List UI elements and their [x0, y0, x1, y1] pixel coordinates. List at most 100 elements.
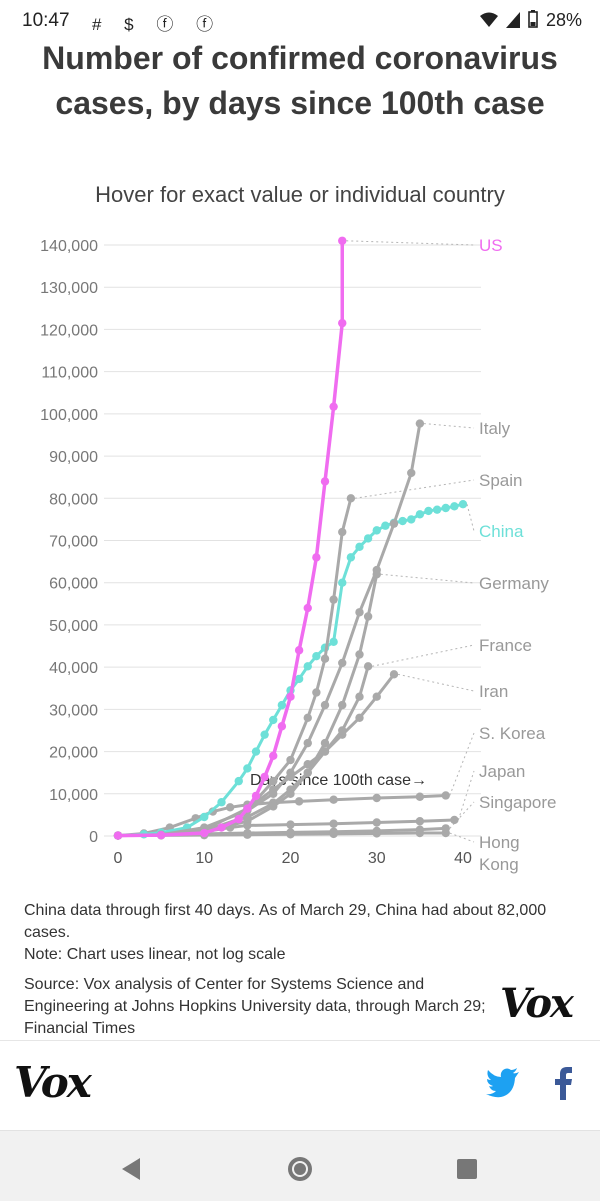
data-point	[269, 715, 278, 725]
label-leader	[466, 504, 475, 532]
scale-note: Note: Chart uses linear, not log scale	[24, 946, 286, 963]
data-point	[346, 494, 356, 503]
x-tick-label: 20	[282, 850, 300, 867]
data-point	[355, 650, 364, 659]
series-label: Germany	[479, 574, 549, 593]
battery-icon	[528, 10, 538, 28]
data-point	[303, 713, 312, 722]
label-leader	[449, 832, 475, 843]
android-nav-bar	[0, 1130, 600, 1201]
series-label: Kong	[479, 855, 519, 874]
label-leader	[372, 644, 475, 667]
data-point	[294, 646, 304, 655]
data-point	[269, 789, 278, 798]
data-point	[346, 553, 356, 562]
data-point	[363, 534, 373, 543]
series-label: Italy	[479, 419, 511, 438]
data-point	[398, 516, 407, 526]
data-point	[303, 603, 312, 613]
data-point	[312, 688, 321, 697]
data-point	[312, 651, 321, 661]
data-point	[303, 738, 312, 748]
label-leader	[346, 240, 475, 246]
x-tick-label: 40	[454, 850, 472, 867]
y-tick-label: 70,000	[49, 534, 98, 551]
y-tick-label: 30,000	[49, 702, 98, 719]
data-point	[260, 772, 269, 782]
data-point	[329, 637, 338, 647]
data-point	[329, 595, 338, 604]
x-tick-label: 10	[195, 850, 213, 867]
y-tick-label: 130,000	[40, 280, 98, 297]
data-point	[251, 747, 261, 756]
status-right: 28%	[479, 10, 582, 31]
data-point	[355, 692, 364, 701]
data-point	[372, 692, 381, 701]
y-tick-label: 140,000	[40, 238, 98, 255]
label-leader	[457, 770, 475, 821]
data-point	[372, 793, 381, 803]
data-point	[269, 751, 278, 760]
notification-icons: # $ ⓕ ⓕ	[92, 15, 223, 34]
data-point	[277, 700, 287, 710]
data-point	[450, 502, 459, 511]
chart-notes: China data through first 40 days. As of …	[24, 900, 584, 966]
data-point	[234, 776, 243, 786]
data-point	[381, 521, 390, 530]
data-point	[338, 236, 347, 245]
label-leader	[354, 479, 475, 499]
y-tick-label: 20,000	[49, 745, 98, 762]
data-point	[415, 510, 425, 519]
series-label: Hong	[479, 833, 520, 852]
label-leader	[449, 801, 475, 829]
data-point	[217, 798, 226, 807]
data-point	[338, 726, 347, 735]
data-point	[355, 542, 364, 552]
data-point	[234, 814, 243, 824]
series-label: Japan	[479, 762, 525, 781]
data-point	[329, 819, 338, 828]
data-point	[338, 658, 347, 668]
data-point	[156, 830, 166, 840]
data-point	[294, 674, 304, 684]
data-point	[303, 662, 312, 671]
data-point	[441, 503, 450, 513]
cases-line-chart[interactable]: 0 10,000 20,000 30,000 40,000 50,000 60,000 70,…	[0, 225, 600, 885]
data-point	[312, 553, 321, 562]
data-point	[329, 827, 338, 836]
data-point	[303, 768, 312, 777]
data-point	[338, 527, 347, 537]
label-leader	[380, 573, 475, 584]
data-point	[286, 692, 295, 701]
data-point	[432, 505, 442, 514]
y-tick-label: 120,000	[40, 322, 98, 339]
data-point	[329, 795, 338, 804]
home-icon[interactable]	[286, 1155, 314, 1183]
data-point	[389, 670, 399, 679]
data-point	[243, 764, 252, 773]
data-point	[225, 803, 235, 812]
data-point	[372, 565, 381, 575]
status-bar: 10:47 # $ ⓕ ⓕ 28%	[0, 0, 600, 42]
y-tick-label: 50,000	[49, 618, 98, 635]
vox-footer-logo[interactable]: Vox	[14, 1058, 92, 1107]
data-point	[243, 804, 252, 813]
label-leader	[423, 423, 475, 429]
recents-icon[interactable]	[456, 1158, 478, 1180]
data-point	[372, 826, 381, 836]
series-label: S. Korea	[479, 724, 546, 743]
twitter-share-icon[interactable]	[486, 1068, 520, 1098]
data-point	[320, 700, 330, 710]
data-point	[355, 713, 364, 722]
x-tick-label: 0	[114, 850, 123, 867]
data-point	[286, 755, 295, 765]
data-point	[243, 828, 252, 838]
data-point	[450, 815, 459, 825]
facebook-share-icon[interactable]	[552, 1066, 576, 1100]
battery-level: 28%	[545, 10, 582, 30]
data-point	[407, 515, 416, 524]
data-point	[286, 820, 295, 829]
y-tick-label: 0	[89, 829, 98, 846]
back-icon[interactable]	[118, 1156, 144, 1182]
data-point	[260, 730, 269, 739]
